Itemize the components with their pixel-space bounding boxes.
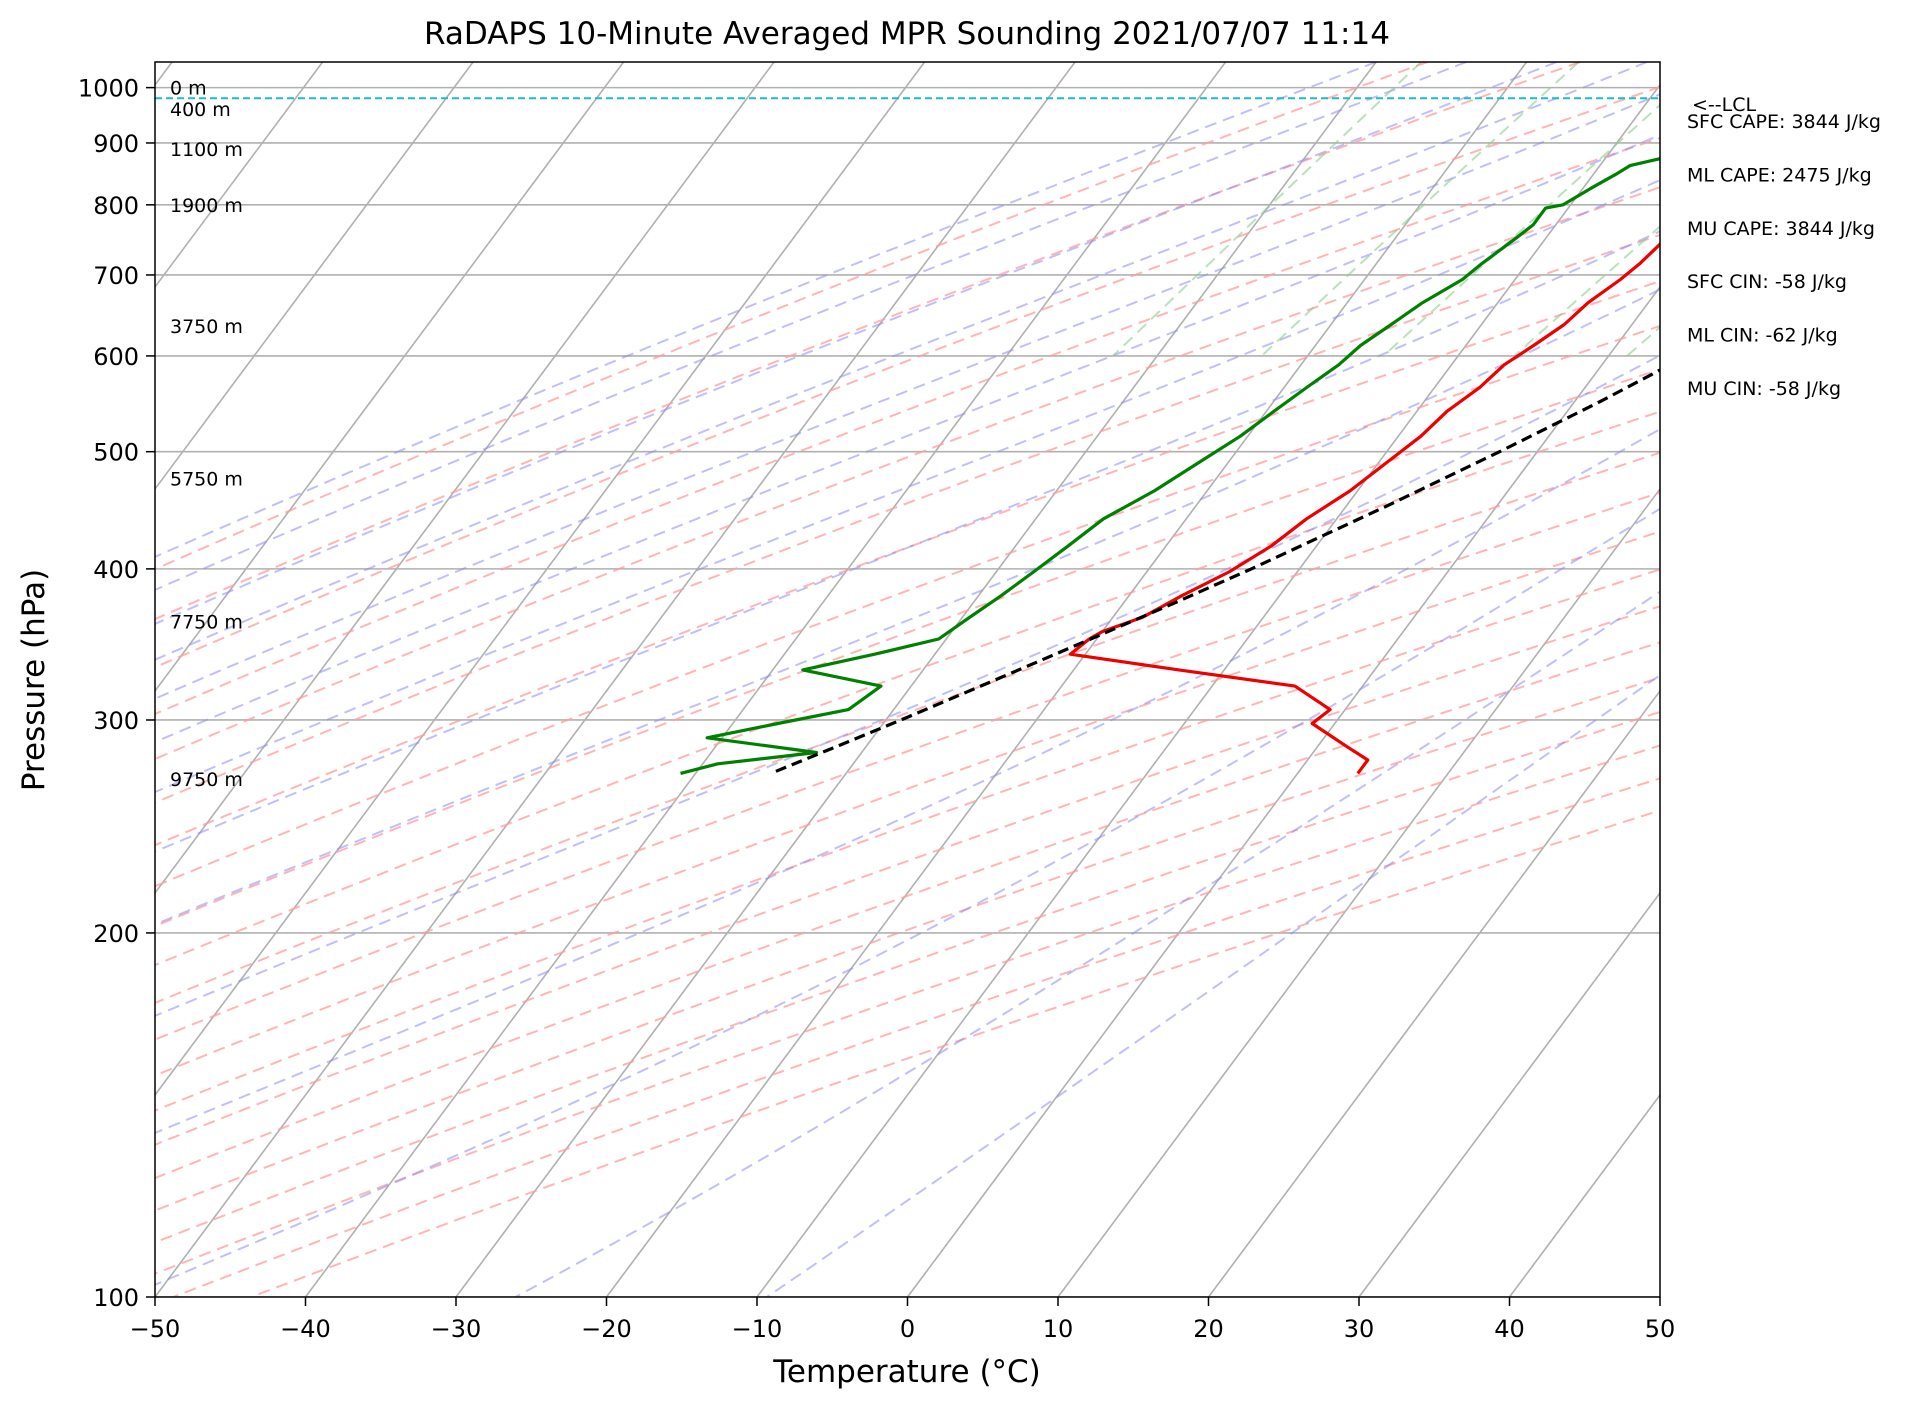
dry-adiabat-line (0, 62, 1925, 1297)
isotherm-line (306, 62, 1226, 1297)
moist-adiabat-line (0, 62, 1557, 1297)
cape-cin-annotation: MU CAPE: 3844 J/kg (1687, 218, 1875, 240)
y-tick-label: 300 (93, 707, 139, 735)
x-tick-label: −40 (280, 1315, 331, 1343)
parcel-profile (771, 88, 1925, 774)
dry-adiabat-line (0, 62, 1925, 1297)
height-label: 3750 m (170, 316, 243, 338)
height-label: 7750 m (170, 611, 243, 633)
chart-title: RaDAPS 10-Minute Averaged MPR Sounding 2… (424, 16, 1390, 52)
dry-adiabat-line (0, 62, 1925, 1297)
isotherm-line (1058, 62, 1925, 1297)
height-label: 1100 m (170, 139, 243, 161)
dry-adiabat-line (0, 62, 1427, 1297)
dry-adiabat-line (0, 62, 1925, 1297)
x-tick-label: 20 (1193, 1315, 1224, 1343)
height-label: 400 m (170, 99, 231, 121)
dry-adiabat-line (95, 62, 1925, 1297)
dry-adiabat-line (0, 62, 1885, 1297)
cape-cin-annotation: ML CAPE: 2475 J/kg (1687, 164, 1872, 186)
moist-adiabat-line (0, 62, 1737, 1297)
height-label: 5750 m (170, 469, 243, 491)
isotherm-line (155, 62, 1075, 1297)
cape-cin-annotation: SFC CIN: -58 J/kg (1687, 271, 1847, 293)
y-tick-label: 900 (93, 130, 139, 158)
isotherm-line (1359, 62, 1925, 1297)
dry-adiabat-line (0, 62, 1925, 1297)
dewpoint-profile (681, 88, 1925, 774)
dry-adiabat-line (0, 62, 1580, 1297)
y-tick-label: 500 (93, 439, 139, 467)
cape-cin-annotation: MU CIN: -58 J/kg (1687, 378, 1841, 400)
cape-cin-annotation: ML CIN: -62 J/kg (1687, 325, 1838, 347)
y-tick-label: 1000 (78, 75, 139, 103)
dry-adiabat-line (0, 62, 1733, 1297)
isotherm-line (1209, 62, 1925, 1297)
x-tick-label: 50 (1645, 1315, 1676, 1343)
height-label: 1900 m (170, 195, 243, 217)
y-tick-label: 700 (93, 262, 139, 290)
dry-adiabat-line (0, 62, 1925, 1297)
mixing-ratio-line (1627, 62, 1925, 356)
temperature-profile (1070, 88, 1925, 774)
moist-adiabat-line (0, 62, 1925, 1297)
moist-adiabat-line (0, 62, 1925, 1297)
isotherm-line (0, 62, 624, 1297)
y-tick-label: 200 (93, 920, 139, 948)
isotherm-line (1510, 62, 1925, 1297)
x-tick-label: −50 (130, 1315, 181, 1343)
dry-adiabat-line (0, 62, 1925, 1297)
y-tick-label: 400 (93, 556, 139, 584)
dry-adiabat-line (0, 62, 1925, 1297)
dry-adiabat-line (173, 62, 1925, 1297)
isotherm-line (0, 62, 774, 1297)
isotherm-line (0, 62, 473, 1297)
dry-adiabat-line (0, 62, 1925, 1297)
cape-cin-annotation: SFC CAPE: 3844 J/kg (1687, 111, 1881, 133)
moist-adiabat-line (0, 62, 1647, 1297)
x-tick-label: 30 (1344, 1315, 1375, 1343)
moist-adiabat-line (0, 62, 1918, 1297)
x-tick-label: −20 (581, 1315, 632, 1343)
moist-adiabat-line (0, 62, 1828, 1297)
x-tick-label: −10 (732, 1315, 783, 1343)
mixing-ratio-line (1898, 62, 1925, 356)
dry-adiabat-line (0, 62, 1925, 1297)
mixing-ratio-line (1514, 62, 1847, 356)
isotherm-line (5, 62, 925, 1297)
y-tick-label: 100 (93, 1284, 139, 1312)
x-tick-label: −30 (431, 1315, 482, 1343)
y-tick-label: 800 (93, 192, 139, 220)
x-tick-label: 10 (1043, 1315, 1074, 1343)
x-tick-label: 40 (1494, 1315, 1525, 1343)
isotherm-line (908, 62, 1828, 1297)
moist-adiabat-line (0, 62, 1925, 1297)
height-label: 9750 m (170, 769, 243, 791)
plot-frame (155, 62, 1660, 1297)
dry-adiabat-line (0, 62, 1925, 1297)
height-label: 0 m (170, 78, 207, 100)
mixing-ratio-line (1806, 62, 1925, 356)
dry-adiabat-line (0, 62, 1925, 1297)
x-axis-label: Temperature (°C) (772, 1354, 1041, 1390)
mixing-ratio-line (1262, 62, 1579, 356)
isotherm-line (1660, 62, 1925, 1297)
x-tick-label: 0 (900, 1315, 915, 1343)
moist-adiabat-line (0, 62, 1925, 1297)
y-tick-label: 600 (93, 343, 139, 371)
y-axis-label: Pressure (hPa) (16, 569, 52, 791)
dry-adiabat-line (0, 62, 1925, 1297)
